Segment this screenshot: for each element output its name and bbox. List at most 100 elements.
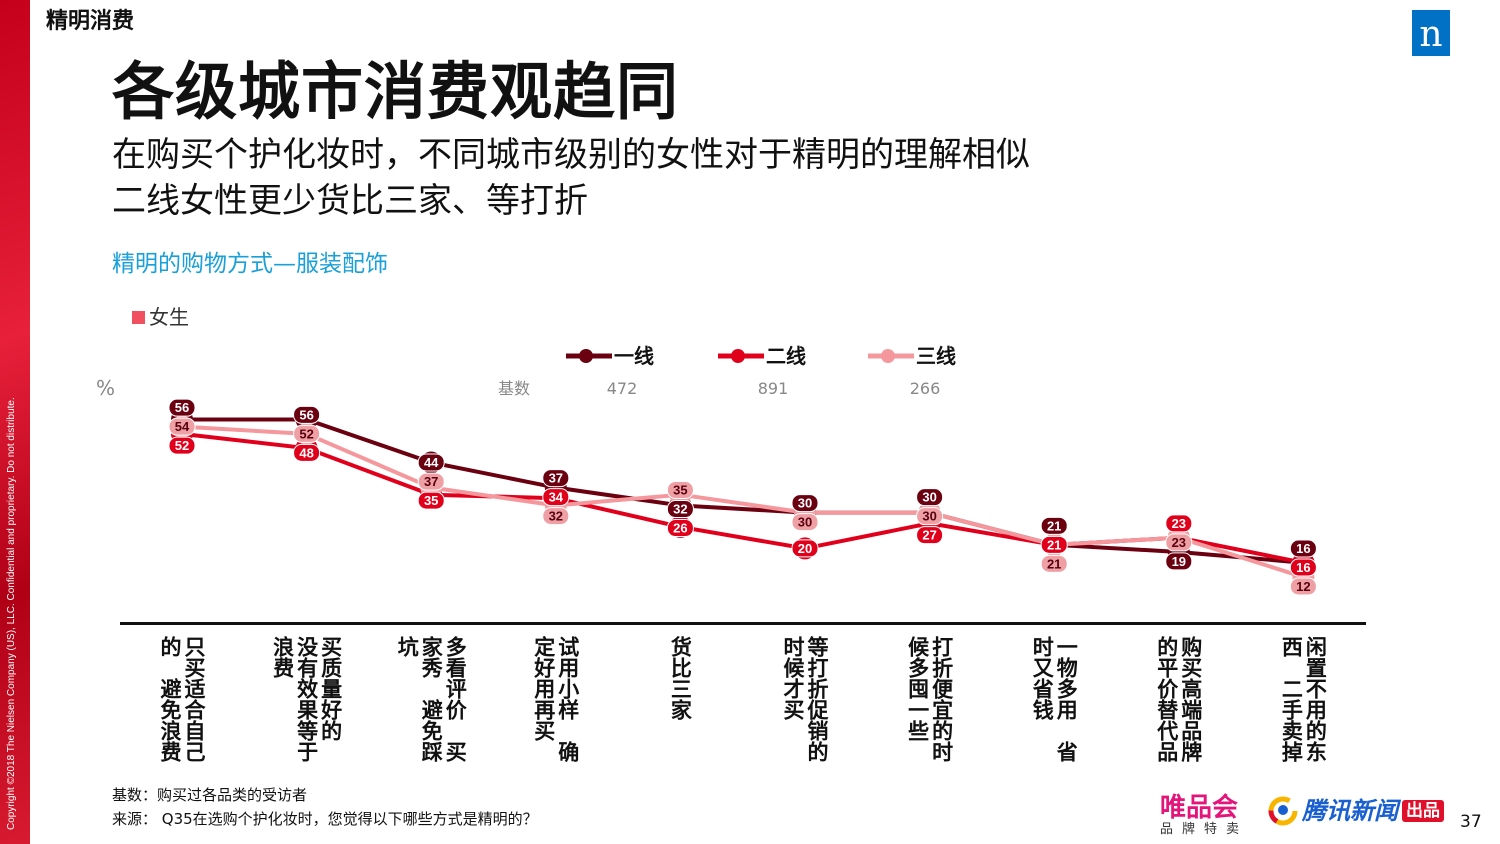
data-label-text: 30 xyxy=(798,496,812,511)
base-count: 472 xyxy=(606,379,638,398)
data-label: 35 xyxy=(417,491,445,510)
data-label-bg xyxy=(916,488,944,507)
data-label-bg xyxy=(542,469,570,488)
footer-base: 基数：购买过各品类的受访者 xyxy=(112,786,308,804)
data-label-bg xyxy=(293,443,321,462)
data-label: 21 xyxy=(1040,535,1068,554)
data-label: 27 xyxy=(916,526,944,545)
chart-title: 精明的购物方式—服装配饰 xyxy=(112,251,388,277)
data-label-text: 52 xyxy=(299,426,313,441)
data-label: 32 xyxy=(666,500,694,519)
female-legend: 女生 xyxy=(132,305,189,329)
data-label-text: 30 xyxy=(922,490,936,505)
data-label-bg xyxy=(293,424,321,443)
data-label-bg xyxy=(168,436,196,455)
data-label-bg xyxy=(1040,535,1068,554)
data-label: 12 xyxy=(1289,577,1317,596)
data-label-text: 16 xyxy=(1296,560,1310,575)
section-label: 精明消费 xyxy=(46,9,135,34)
base-count: 891 xyxy=(757,379,789,398)
series-line xyxy=(181,424,1305,579)
data-label-bg xyxy=(916,507,944,526)
data-label: 30 xyxy=(916,488,944,507)
data-label-bg xyxy=(1289,539,1317,558)
side-band: Copyright ©2018 The Nielsen Company (US)… xyxy=(0,0,30,844)
data-label: 23 xyxy=(1165,514,1193,533)
legend-marker xyxy=(718,349,764,363)
x-tick-label: 一物多用 省时又省钱 xyxy=(1030,636,1079,762)
data-label-bg xyxy=(542,488,570,507)
data-label: 52 xyxy=(168,436,196,455)
data-label-bg xyxy=(542,507,570,526)
percent-label: % xyxy=(96,376,116,400)
x-tick-label: 多看评价 买家秀 避免踩坑 xyxy=(395,636,468,762)
data-label-text: 21 xyxy=(1047,556,1061,571)
data-label: 23 xyxy=(1165,533,1193,552)
data-label: 21 xyxy=(1040,554,1068,573)
legend-item: 一线 xyxy=(566,344,654,368)
data-label: 21 xyxy=(1040,516,1068,535)
data-label-text: 32 xyxy=(549,509,563,524)
legend-label: 一线 xyxy=(614,344,654,368)
data-label: 48 xyxy=(293,443,321,462)
data-label-text: 35 xyxy=(424,493,438,508)
data-label-text: 52 xyxy=(175,438,189,453)
data-label-text: 12 xyxy=(1296,579,1310,594)
data-label: 20 xyxy=(791,539,819,558)
data-label-bg xyxy=(1040,516,1068,535)
legend-item: 二线 xyxy=(718,344,806,368)
data-label: 56 xyxy=(293,405,321,424)
data-label: 37 xyxy=(542,469,570,488)
data-label: 32 xyxy=(542,507,570,526)
data-label-bg xyxy=(916,526,944,545)
data-label-bg xyxy=(168,398,196,417)
tencent-news-logo: 腾讯新闻 出品 xyxy=(1268,796,1444,826)
legend-item: 三线 xyxy=(868,344,956,368)
data-label: 34 xyxy=(542,488,570,507)
x-tick-label: 试用小样 确定好用再买 xyxy=(531,636,580,762)
data-label-text: 54 xyxy=(175,419,190,434)
data-label-text: 56 xyxy=(299,407,313,422)
data-label-bg xyxy=(1165,552,1193,571)
data-label-bg xyxy=(417,453,445,472)
data-label-text: 26 xyxy=(673,521,687,536)
female-swatch xyxy=(132,310,145,324)
data-label-bg xyxy=(666,481,694,500)
data-label-text: 21 xyxy=(1047,537,1061,552)
data-label-text: 56 xyxy=(175,400,189,415)
data-label-bg xyxy=(417,472,445,491)
nielsen-logo: n xyxy=(1412,10,1450,56)
data-label: 16 xyxy=(1289,539,1317,558)
data-label-text: 37 xyxy=(549,471,563,486)
base-count: 266 xyxy=(909,379,941,398)
data-label: 30 xyxy=(791,513,819,532)
data-label-bg xyxy=(1165,514,1193,533)
data-label-text: 23 xyxy=(1172,516,1186,531)
legend-marker xyxy=(566,349,612,363)
x-tick-label: 等打折促销的时候才买 xyxy=(781,636,829,762)
data-label-text: 44 xyxy=(424,455,439,470)
data-label-text: 48 xyxy=(299,445,313,460)
data-label-text: 35 xyxy=(673,483,687,498)
data-label-bg xyxy=(666,500,694,519)
data-label-bg xyxy=(791,494,819,513)
data-label-bg xyxy=(1040,554,1068,573)
data-label-text: 37 xyxy=(424,474,438,489)
base-label: 基数 xyxy=(498,379,531,398)
vip-logo: 唯品会 品牌特卖 xyxy=(1160,793,1249,837)
legend-label: 三线 xyxy=(916,344,956,368)
data-label-text: 23 xyxy=(1172,535,1186,550)
footer-source: 来源： Q35在选购个护化妆时，您觉得以下哪些方式是精明的？ xyxy=(112,810,538,828)
data-label-text: 19 xyxy=(1172,554,1186,569)
data-label-text: 30 xyxy=(922,509,936,524)
legend-marker xyxy=(868,349,914,363)
data-label: 19 xyxy=(1165,552,1193,571)
data-label: 30 xyxy=(791,494,819,513)
data-label-text: 16 xyxy=(1296,541,1310,556)
data-label-bg xyxy=(1289,577,1317,596)
x-tick-label: 买质量好的 没有效果等于浪费 xyxy=(270,636,343,762)
x-tick-label: 货比三家 xyxy=(668,636,693,720)
data-label-text: 20 xyxy=(798,541,812,556)
female-label: 女生 xyxy=(149,305,189,329)
data-label: 30 xyxy=(916,507,944,526)
